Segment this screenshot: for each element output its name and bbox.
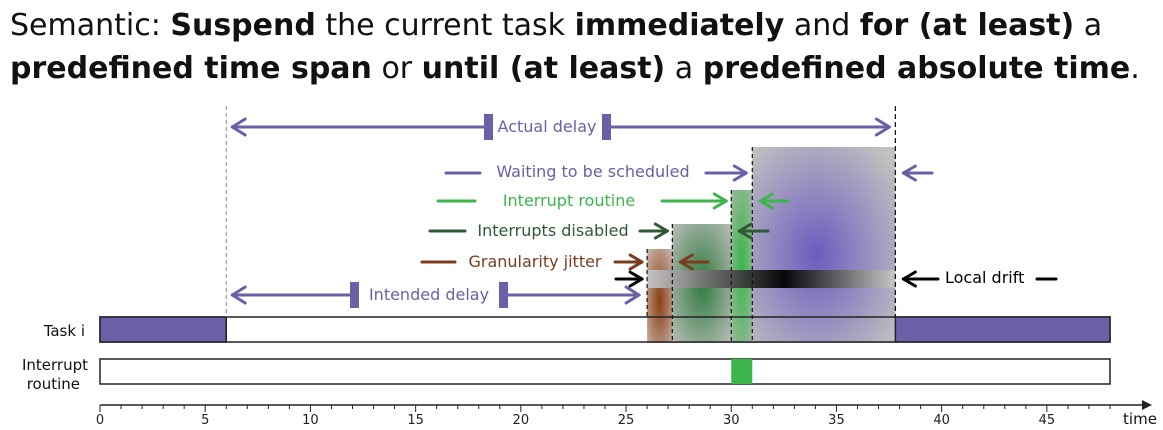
intended-delay-bracket-left	[350, 282, 359, 308]
headline-segment: Semantic:	[10, 8, 171, 43]
headline-line-2: predefined time span or until (at least)…	[10, 47, 1160, 90]
axis-tick-label: 45	[1039, 413, 1056, 428]
granularity-label: Granularity jitter	[468, 252, 601, 271]
disabled-head-right	[653, 222, 669, 240]
headline-segment: predefined absolute time	[702, 51, 1131, 86]
intended-delay-bracket-right	[499, 282, 508, 308]
actual-delay-bracket-right	[602, 114, 611, 140]
axis-label: time	[1123, 410, 1157, 428]
headline-line-1: Semantic: Suspend the current task immed…	[10, 4, 1160, 47]
waiting-head-right	[732, 164, 748, 182]
drift-head-right	[628, 270, 644, 288]
axis-tick-label: 35	[828, 413, 845, 428]
task-running-before	[99, 316, 227, 343]
local-drift-band	[647, 270, 896, 288]
axis-arrowhead	[1142, 400, 1152, 410]
headline-segment: a	[665, 51, 703, 86]
actual-delay-head-left	[230, 117, 247, 137]
interrupt-routine-block	[731, 359, 753, 384]
lane-label-interrupt-1: Interrupt	[22, 356, 88, 374]
interrupt-lane	[99, 358, 1111, 385]
delay-overlays	[647, 147, 896, 343]
headline-segment: and	[784, 8, 860, 43]
interrupt-region	[731, 190, 753, 343]
axis-tick-label: 20	[513, 413, 530, 428]
drift-label: Local drift	[945, 268, 1024, 287]
headline-segment: for (at least)	[859, 8, 1075, 43]
waiting-region	[752, 147, 896, 343]
granularity-region	[647, 249, 673, 343]
axis-tick-label: 30	[723, 413, 740, 428]
annotations: Actual delay Intended delay Waiting to be …	[230, 114, 1058, 308]
disabled-head-back	[737, 222, 753, 240]
headline-segment: .	[1130, 51, 1140, 86]
guide-lines	[225, 106, 897, 343]
axis-tick-label: 25	[618, 413, 635, 428]
drift-head-back	[901, 270, 917, 288]
disabled-label: Interrupts disabled	[477, 221, 628, 240]
axis-tick-label: 5	[201, 413, 209, 428]
interrupt-head-right	[712, 192, 728, 210]
headline: Semantic: Suspend the current task immed…	[10, 4, 1160, 90]
lane-label-task: Task i	[43, 322, 85, 340]
interrupt-label: Interrupt routine	[503, 191, 635, 210]
intended-delay-head-right	[624, 285, 641, 305]
granularity-head-right	[628, 253, 644, 271]
headline-segment: predefined time span	[10, 51, 372, 86]
intended-delay-head-left	[230, 285, 247, 305]
lane-label-interrupt-2: routine	[27, 375, 80, 393]
axis-tick-label: 10	[302, 413, 319, 428]
actual-delay-label: Actual delay	[498, 117, 597, 136]
intended-delay-label: Intended delay	[369, 285, 489, 304]
interrupt-head-back	[758, 192, 774, 210]
headline-segment: until (at least)	[421, 51, 666, 86]
time-axis: 0 5 10 15 20 25 30 35 40 45 time	[96, 400, 1157, 428]
axis-tick-label: 40	[933, 413, 950, 428]
waiting-head-back	[901, 164, 917, 182]
headline-segment: a	[1074, 8, 1103, 43]
headline-segment: or	[371, 51, 422, 86]
granularity-head-back	[678, 253, 694, 271]
interrupt-lane-frame	[99, 358, 1111, 385]
headline-segment: Suspend	[170, 8, 316, 43]
task-lane	[99, 316, 1111, 343]
headline-segment: the current task	[315, 8, 575, 43]
actual-delay-head-right	[874, 117, 891, 137]
axis-tick-label: 0	[96, 413, 104, 428]
task-running-after	[894, 316, 1111, 343]
axis-tick-label: 15	[407, 413, 424, 428]
actual-delay-bracket-left	[484, 114, 493, 140]
waiting-label: Waiting to be scheduled	[496, 162, 689, 181]
headline-segment: immediately	[574, 8, 785, 43]
